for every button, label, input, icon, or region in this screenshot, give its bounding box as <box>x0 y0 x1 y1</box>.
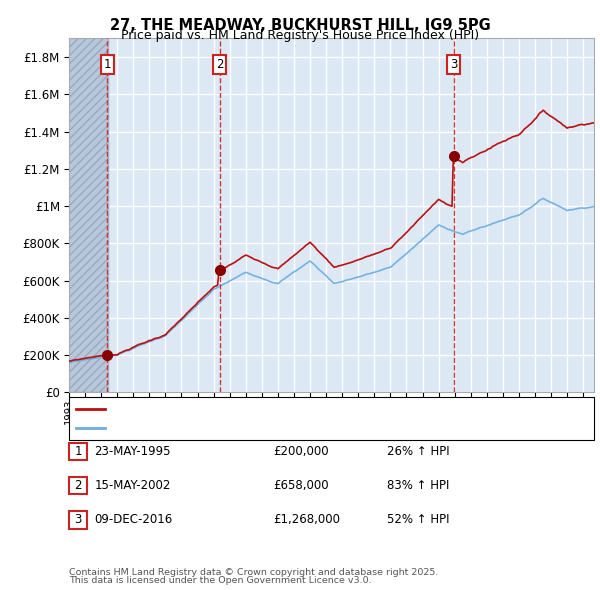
Text: 52% ↑ HPI: 52% ↑ HPI <box>387 513 449 526</box>
Text: 23-MAY-1995: 23-MAY-1995 <box>94 445 170 458</box>
Text: 3: 3 <box>450 58 457 71</box>
Bar <box>69 38 109 392</box>
Text: 27, THE MEADWAY, BUCKHURST HILL, IG9 5PG (detached house): 27, THE MEADWAY, BUCKHURST HILL, IG9 5PG… <box>110 404 470 414</box>
Text: 27, THE MEADWAY, BUCKHURST HILL, IG9 5PG: 27, THE MEADWAY, BUCKHURST HILL, IG9 5PG <box>110 18 490 32</box>
Text: HPI: Average price, detached house, Epping Forest: HPI: Average price, detached house, Eppi… <box>110 422 392 432</box>
Text: Contains HM Land Registry data © Crown copyright and database right 2025.: Contains HM Land Registry data © Crown c… <box>69 568 439 577</box>
Text: 1: 1 <box>74 445 82 458</box>
Text: 15-MAY-2002: 15-MAY-2002 <box>94 479 170 492</box>
Text: Price paid vs. HM Land Registry's House Price Index (HPI): Price paid vs. HM Land Registry's House … <box>121 29 479 42</box>
Text: £1,268,000: £1,268,000 <box>273 513 340 526</box>
Text: 26% ↑ HPI: 26% ↑ HPI <box>387 445 449 458</box>
Text: 09-DEC-2016: 09-DEC-2016 <box>94 513 172 526</box>
Text: 2: 2 <box>74 479 82 492</box>
Text: £200,000: £200,000 <box>273 445 329 458</box>
Text: 1: 1 <box>104 58 111 71</box>
Text: This data is licensed under the Open Government Licence v3.0.: This data is licensed under the Open Gov… <box>69 576 371 585</box>
Text: 2: 2 <box>216 58 223 71</box>
Text: 83% ↑ HPI: 83% ↑ HPI <box>387 479 449 492</box>
Text: 3: 3 <box>74 513 82 526</box>
Text: £658,000: £658,000 <box>273 479 329 492</box>
